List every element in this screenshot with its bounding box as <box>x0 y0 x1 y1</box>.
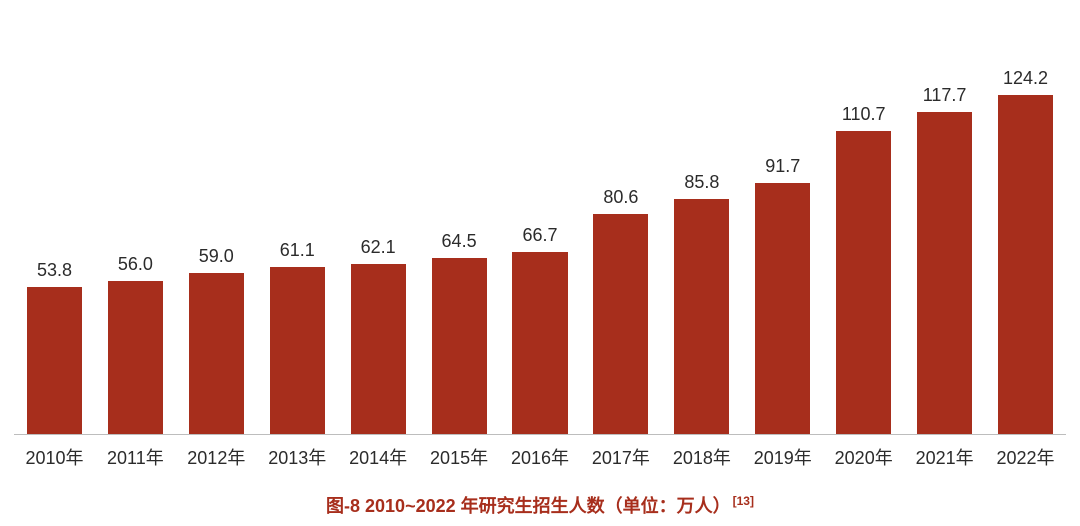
x-axis-label: 2017年 <box>580 444 661 470</box>
bar-slot: 124.2 <box>985 24 1066 434</box>
bar-slot: 117.7 <box>904 24 985 434</box>
bar <box>351 264 406 434</box>
x-axis-label: 2022年 <box>985 444 1066 470</box>
bar <box>836 131 891 434</box>
bar <box>108 281 163 434</box>
bar-value-label: 61.1 <box>280 240 315 261</box>
x-axis-label: 2018年 <box>661 444 742 470</box>
x-axis-label: 2015年 <box>419 444 500 470</box>
bar-value-label: 80.6 <box>603 187 638 208</box>
bar <box>593 214 648 434</box>
caption-superscript: [13] <box>733 494 754 508</box>
bar-slot: 64.5 <box>419 24 500 434</box>
bar <box>27 287 82 434</box>
x-axis-label: 2010年 <box>14 444 95 470</box>
bar-slot: 85.8 <box>661 24 742 434</box>
bar-slot: 56.0 <box>95 24 176 434</box>
caption-row: 图-8 2010~2022 年研究生招生人数（单位：万人）[13] <box>0 492 1080 518</box>
bar-value-label: 56.0 <box>118 254 153 275</box>
bar-value-label: 53.8 <box>37 260 72 281</box>
bar-slot: 61.1 <box>257 24 338 434</box>
x-axis-line <box>14 434 1066 435</box>
bar <box>512 252 567 434</box>
bar-slot: 80.6 <box>580 24 661 434</box>
x-axis-label: 2012年 <box>176 444 257 470</box>
chart-caption: 图-8 2010~2022 年研究生招生人数（单位：万人）[13] <box>326 496 754 516</box>
caption-text: 图-8 2010~2022 年研究生招生人数（单位：万人） <box>326 496 731 516</box>
bar <box>189 273 244 434</box>
bar-value-label: 110.7 <box>842 104 886 125</box>
bar <box>674 199 729 434</box>
bar-value-label: 85.8 <box>684 172 719 193</box>
bar-slot: 91.7 <box>742 24 823 434</box>
plot-area: 53.8 56.0 59.0 61.1 62.1 64.5 66.7 80.6 85.8 91.7… <box>14 24 1066 434</box>
bar-value-label: 62.1 <box>361 237 396 258</box>
x-axis-label: 2019年 <box>742 444 823 470</box>
bar <box>755 183 810 434</box>
bar-slot: 59.0 <box>176 24 257 434</box>
bar-value-label: 64.5 <box>442 231 477 252</box>
bar-slot: 62.1 <box>338 24 419 434</box>
x-axis-labels: 2010年2011年2012年2013年2014年2015年2016年2017年… <box>14 444 1066 470</box>
x-axis-label: 2020年 <box>823 444 904 470</box>
x-axis-label: 2014年 <box>338 444 419 470</box>
bar <box>998 95 1053 434</box>
bar-value-label: 91.7 <box>765 156 800 177</box>
x-axis-label: 2011年 <box>95 444 176 470</box>
bar-value-label: 124.2 <box>1003 68 1048 89</box>
bar-slot: 53.8 <box>14 24 95 434</box>
bar-slot: 110.7 <box>823 24 904 434</box>
bar-value-label: 117.7 <box>923 85 967 106</box>
bar <box>432 258 487 434</box>
bar-value-label: 66.7 <box>522 225 557 246</box>
bar-chart: 53.8 56.0 59.0 61.1 62.1 64.5 66.7 80.6 85.8 91.7… <box>0 0 1080 526</box>
bar-value-label: 59.0 <box>199 246 234 267</box>
bar <box>917 112 972 434</box>
x-axis-label: 2016年 <box>500 444 581 470</box>
x-axis-label: 2021年 <box>904 444 985 470</box>
bar-slot: 66.7 <box>500 24 581 434</box>
bars-container: 53.8 56.0 59.0 61.1 62.1 64.5 66.7 80.6 85.8 91.7… <box>14 24 1066 434</box>
x-axis-label: 2013年 <box>257 444 338 470</box>
bar <box>270 267 325 434</box>
